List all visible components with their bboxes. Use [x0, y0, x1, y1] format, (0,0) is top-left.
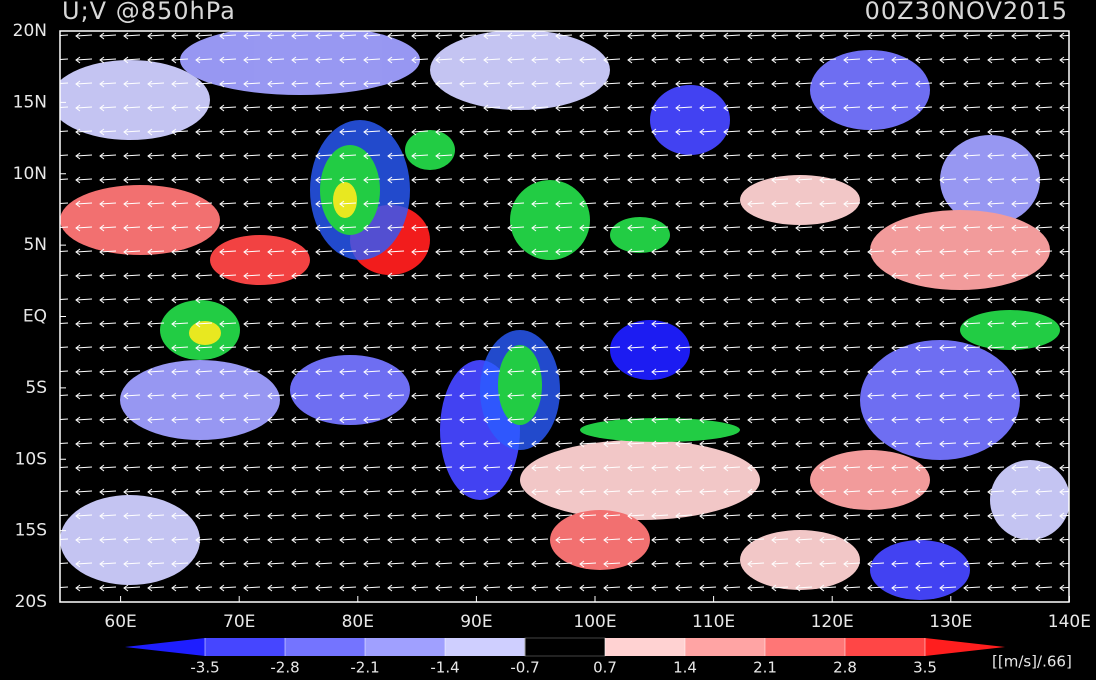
colorbar-label: 0.7	[593, 659, 617, 677]
x-tick-label: 100E	[573, 612, 616, 632]
map-field	[60, 31, 1069, 602]
colorbar-segment	[445, 638, 525, 656]
colorbar-label: -2.8	[270, 659, 299, 677]
title: U;V @850hPa	[62, 0, 236, 25]
colorbar-label: 1.4	[673, 659, 697, 677]
colorbar-label: -0.7	[510, 659, 539, 677]
x-tick-label: 110E	[692, 612, 735, 632]
colorbar-segment	[285, 638, 365, 656]
y-tick-label: EQ	[23, 307, 47, 327]
colorbar: -3.5 -2.8 -2.1 -1.4 -0.7 0.7 1.4 2.1 2.8 3.5	[125, 637, 1005, 677]
colorbar-segment	[205, 638, 285, 656]
x-tick-label: 90E	[460, 612, 492, 632]
colorbar-segment	[845, 638, 925, 656]
colorbar-label: -2.1	[350, 659, 379, 677]
y-tick-label: 15S	[15, 521, 47, 541]
colorbar-label: 2.8	[833, 659, 857, 677]
x-tick-label: 60E	[104, 612, 136, 632]
y-tick-label: 20N	[13, 21, 47, 41]
y-tick-label: 5N	[23, 235, 47, 255]
y-tick-label: 10N	[13, 164, 47, 184]
x-tick-label: 130E	[929, 612, 972, 632]
valid-time: 00Z30NOV2015	[865, 0, 1068, 25]
x-tick-label: 140E	[1048, 612, 1091, 632]
x-tick-label: 80E	[342, 612, 374, 632]
colorbar-label: 3.5	[913, 659, 937, 677]
colorbar-label: -1.4	[430, 659, 459, 677]
wind-arrows	[60, 31, 1069, 602]
colorbar-label: 2.1	[753, 659, 777, 677]
x-tick-label: 120E	[811, 612, 854, 632]
y-tick-label: 5S	[25, 378, 47, 398]
colorbar-unit: [[m/s]/.66]	[992, 653, 1072, 671]
y-tick-label: 15N	[13, 92, 47, 112]
colorbar-arrow	[125, 638, 205, 656]
colorbar-segment	[605, 638, 685, 656]
y-tick-label: 10S	[15, 449, 47, 469]
colorbar-segment	[765, 638, 845, 656]
colorbar-segment	[365, 638, 445, 656]
colorbar-label: -3.5	[190, 659, 219, 677]
axes: 60E 70E 80E 90E 100E 110E 120E 130E 140E 20N 15N 10…	[13, 21, 1091, 632]
colorbar-segment	[685, 638, 765, 656]
colorbar-segment	[524, 637, 606, 657]
colorbar-arrow	[925, 638, 1005, 656]
y-tick-label: 20S	[15, 592, 47, 612]
x-tick-label: 70E	[223, 612, 255, 632]
